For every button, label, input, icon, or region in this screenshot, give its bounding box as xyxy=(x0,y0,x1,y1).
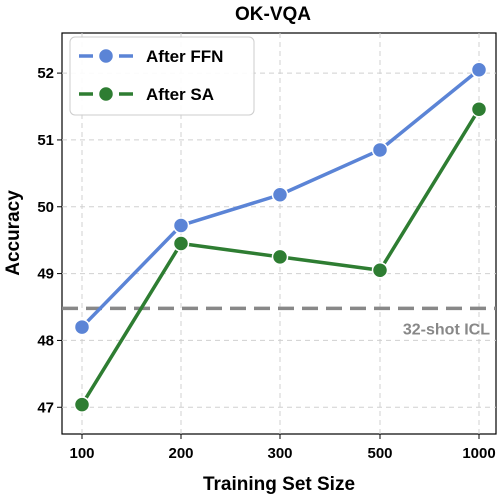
x-tick-label: 200 xyxy=(168,445,193,462)
x-tick-label: 1000 xyxy=(462,445,495,462)
legend: After FFN After SA xyxy=(69,36,255,116)
x-tick-label: 100 xyxy=(69,445,94,462)
data-point xyxy=(73,396,91,413)
data-point xyxy=(470,61,488,79)
series-after-sa xyxy=(73,100,488,413)
y-tick-label: 48 xyxy=(37,332,54,349)
legend-label: After SA xyxy=(146,85,214,104)
legend-box xyxy=(69,36,255,116)
legend-label: After FFN xyxy=(146,47,223,66)
data-point xyxy=(172,217,190,234)
data-point xyxy=(271,248,289,266)
x-tick-label: 300 xyxy=(267,445,292,462)
y-tick-label: 51 xyxy=(37,132,54,149)
data-point xyxy=(470,100,488,118)
series xyxy=(73,61,488,413)
legend-marker xyxy=(97,47,115,65)
plot-frame xyxy=(61,32,497,435)
legend-marker xyxy=(97,85,115,103)
y-tick-label: 52 xyxy=(37,65,54,82)
data-point xyxy=(271,186,289,203)
x-axis-label: Training Set Size xyxy=(203,474,355,495)
reference-line-group: 32-shot ICL xyxy=(62,306,496,338)
y-tick-label: 47 xyxy=(37,399,54,416)
data-point xyxy=(73,318,91,336)
reference-line-label: 32-shot ICL xyxy=(403,321,490,338)
y-tick-label: 49 xyxy=(37,266,54,283)
chart-title: OK-VQA xyxy=(235,4,311,25)
x-tick-label: 500 xyxy=(367,445,392,462)
y-tick-label: 50 xyxy=(37,199,54,216)
y-axis-label: Accuracy xyxy=(3,190,24,276)
data-point xyxy=(371,262,389,279)
series-after-ffn xyxy=(73,61,488,336)
data-point xyxy=(371,141,389,159)
axis-ticks: 100 200 300 500 1000 47 48 49 50 51 52 xyxy=(37,65,495,462)
data-point xyxy=(172,235,190,252)
